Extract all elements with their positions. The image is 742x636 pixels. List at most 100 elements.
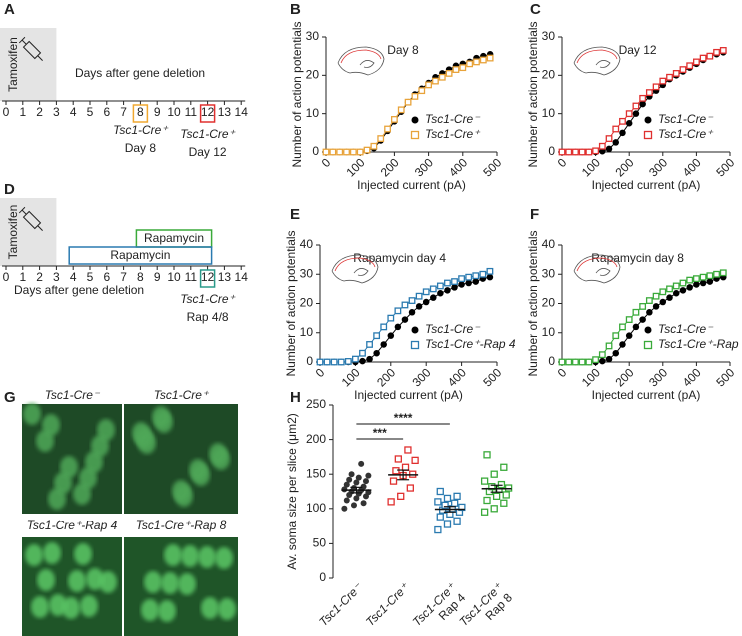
cell (152, 406, 170, 428)
data-point (404, 98, 412, 106)
data-point (465, 279, 472, 287)
data-point (483, 496, 491, 505)
data-point (480, 477, 489, 485)
cell (73, 483, 91, 505)
data-point (666, 285, 673, 293)
data-point (351, 355, 359, 363)
data-point (411, 93, 419, 100)
brain-cortex (576, 49, 618, 64)
cell (43, 542, 61, 564)
x-axis-label: Injected current (pA) (354, 388, 463, 402)
x-tick-label: 0 (319, 155, 334, 170)
x-tick-label: 300 (646, 365, 670, 389)
category-label: Tsc1-Cre⁺ (363, 579, 413, 629)
x-tick-label: 200 (613, 155, 637, 179)
brain-icon (573, 46, 621, 76)
x-tick-label: 300 (646, 155, 670, 179)
x-tick-label: 0 (313, 365, 328, 380)
data-point (486, 267, 494, 275)
y-tick-label: 20 (306, 68, 320, 82)
brain-icon (573, 254, 621, 284)
data-point (497, 480, 506, 489)
data-point (632, 102, 640, 110)
tick-label: 14 (235, 270, 249, 284)
syringe-plunger (21, 39, 27, 45)
data-point (401, 301, 409, 309)
data-point (699, 279, 707, 287)
data-point (451, 278, 458, 285)
data-point (451, 284, 458, 291)
x-tick-label: 0 (555, 155, 570, 170)
cell (25, 544, 43, 566)
data-point (425, 81, 433, 89)
data-point (719, 47, 727, 54)
data-point (411, 456, 419, 465)
data-point (619, 323, 626, 331)
brain-outline (337, 46, 385, 76)
tamoxifen-shade (0, 198, 57, 266)
brain-icon (337, 46, 385, 76)
legend-label: Tsc1-Cre⁻ (425, 322, 481, 336)
data-point (706, 272, 714, 280)
data-point (394, 455, 402, 463)
cell (74, 543, 92, 565)
data-point (632, 308, 640, 316)
y-tick-label: 10 (300, 325, 314, 339)
brain-cortex (334, 257, 376, 272)
data-point (693, 281, 700, 288)
data-point (336, 148, 344, 156)
data-point (406, 484, 414, 492)
note-line: Day 12 (189, 145, 227, 159)
tick-label: 13 (218, 270, 232, 284)
data-point (422, 298, 430, 306)
data-point (380, 323, 388, 331)
note-line: Tsc1-Cre⁺ (180, 292, 236, 306)
brain-outline (573, 46, 621, 76)
tick-label: 9 (154, 270, 161, 284)
data-point (422, 288, 430, 296)
data-point (659, 77, 667, 85)
cell (48, 488, 66, 510)
data-point (348, 471, 355, 478)
data-point (699, 273, 707, 281)
tick-label: 8 (137, 270, 144, 284)
data-point (598, 351, 606, 359)
data-point (432, 77, 439, 85)
x-tick-label: 500 (713, 365, 737, 389)
data-point (434, 525, 442, 534)
panel-letter: H (290, 389, 301, 406)
x-tick-label: 400 (446, 155, 470, 179)
x-tick-label: 200 (378, 155, 402, 179)
brain-cortex (340, 49, 382, 64)
note-line: Rap 4/8 (187, 310, 229, 324)
cell (80, 595, 98, 617)
data-point (401, 463, 410, 471)
data-point (572, 358, 579, 366)
syringe-needle (37, 225, 43, 231)
data-point (719, 269, 727, 277)
data-point (362, 478, 369, 485)
data-point (500, 463, 508, 471)
tick-label: 5 (87, 105, 94, 119)
data-point (380, 341, 387, 348)
data-point (443, 494, 452, 503)
data-point (659, 288, 667, 296)
y-axis-label: Av. soma size per slice (μm2) (285, 413, 299, 570)
cell (218, 598, 236, 620)
data-point (619, 117, 626, 125)
brain-hippocampus (359, 60, 375, 68)
data-point (659, 298, 667, 306)
cell (132, 422, 150, 444)
data-point (632, 323, 640, 331)
cell (23, 403, 41, 425)
tick-label: 2 (36, 105, 43, 119)
micrograph-label: Tsc1-Cre⁺ (154, 388, 210, 402)
data-point (343, 481, 350, 488)
legend-label: Tsc1-Cre⁺-Rap 8 (658, 337, 742, 351)
tamoxifen-shade (0, 28, 57, 101)
treatment-bar (68, 246, 213, 265)
legend-label: Tsc1-Cre⁺-Rap 4 (425, 337, 516, 351)
x-tick-label: 100 (579, 365, 603, 389)
data-point (453, 517, 461, 525)
data-point (436, 282, 444, 290)
